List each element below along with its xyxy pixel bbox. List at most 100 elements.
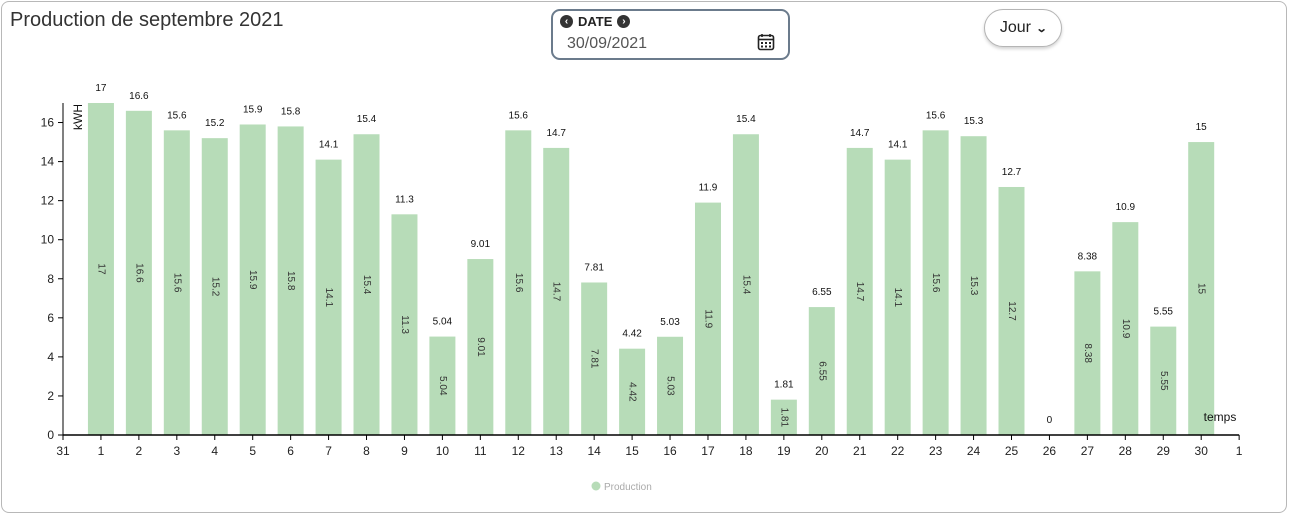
bar-top-label-25: 12.7 [1002, 167, 1022, 178]
y-axis-title: kWH [71, 104, 85, 130]
y-tick-label-12: 12 [41, 194, 55, 208]
bar-top-label-4: 15.2 [205, 118, 225, 129]
x-tick-label-20: 20 [815, 444, 829, 458]
date-label: DATE [578, 14, 613, 29]
x-tick-label-27: 27 [1081, 444, 1095, 458]
x-tick-label-7: 7 [325, 444, 332, 458]
period-select-value: Jour [999, 19, 1031, 36]
bar-20 [808, 307, 835, 435]
x-tick-label-5: 5 [249, 444, 256, 458]
bar-inner-label-14: 7.81 [589, 349, 600, 369]
bar-12 [505, 130, 532, 435]
bar-top-label-22: 14.1 [888, 140, 908, 151]
x-tick-label-6: 6 [287, 444, 294, 458]
bar-5 [239, 124, 266, 435]
bar-top-label-13: 14.7 [546, 128, 566, 139]
x-tick-label-19: 19 [777, 444, 791, 458]
bar-top-label-1: 17 [95, 83, 107, 94]
bar-15 [619, 348, 646, 435]
bar-19 [770, 399, 797, 435]
bar-21 [846, 147, 873, 435]
bar-inner-label-13: 14.7 [551, 282, 562, 302]
date-picker-header: ‹ DATE › [560, 14, 631, 29]
bar-inner-label-21: 14.7 [854, 282, 865, 302]
bar-top-label-24: 15.3 [964, 116, 984, 127]
calendar-icon[interactable] [757, 33, 775, 51]
x-tick-label-3: 3 [173, 444, 180, 458]
chevron-right-circle-icon[interactable]: › [617, 15, 631, 28]
bar-top-label-9: 11.3 [395, 194, 414, 205]
x-tick-label-23: 23 [929, 444, 943, 458]
x-tick-label-22: 22 [891, 444, 905, 458]
y-tick-label-10: 10 [41, 233, 55, 247]
bar-top-label-2: 16.6 [129, 91, 149, 102]
bar-inner-label-30: 15 [1196, 283, 1207, 295]
x-tick-label-21: 21 [853, 444, 867, 458]
bar-top-label-7: 14.1 [319, 140, 339, 151]
bar-inner-label-5: 15.9 [247, 270, 258, 290]
x-tick-label-11: 11 [474, 444, 487, 458]
y-tick-label-6: 6 [47, 311, 54, 325]
bar-top-label-8: 15.4 [357, 114, 377, 125]
date-picker: ‹ DATE › [551, 9, 790, 60]
bar-inner-label-22: 14.1 [892, 288, 903, 308]
x-tick-label-31: 1 [1236, 444, 1243, 458]
chevron-left-circle-icon[interactable]: ‹ [560, 15, 573, 28]
x-tick-label-0: 31 [56, 444, 70, 458]
bar-2 [125, 110, 152, 435]
bar-top-label-12: 15.6 [509, 110, 529, 121]
bar-1 [87, 103, 114, 435]
bar-inner-label-29: 5.55 [1158, 371, 1169, 391]
bar-23 [922, 130, 949, 435]
bar-top-label-6: 15.8 [281, 106, 301, 117]
bar-top-label-15: 4.42 [622, 329, 642, 340]
page-title: Production de septembre 2021 [10, 9, 284, 31]
bar-22 [884, 159, 911, 435]
bar-18 [732, 134, 759, 435]
x-tick-label-24: 24 [967, 444, 981, 458]
bar-inner-label-4: 15.2 [209, 277, 220, 297]
bar-inner-label-7: 14.1 [323, 288, 334, 308]
x-tick-label-14: 14 [587, 444, 601, 458]
bar-inner-label-9: 11.3 [399, 315, 410, 334]
bar-top-label-20: 6.55 [812, 287, 832, 298]
x-tick-label-9: 9 [401, 444, 408, 458]
bar-top-label-14: 7.81 [584, 262, 604, 273]
x-tick-label-17: 17 [701, 444, 715, 458]
bar-13 [543, 147, 570, 435]
bar-top-label-28: 10.9 [1116, 202, 1136, 213]
bar-25 [998, 186, 1025, 435]
bar-4 [201, 138, 228, 435]
bar-inner-label-1: 17 [95, 263, 106, 275]
bar-top-label-19: 1.81 [774, 380, 794, 391]
x-tick-label-30: 30 [1195, 444, 1209, 458]
date-input[interactable] [567, 34, 747, 54]
bar-inner-label-28: 10.9 [1120, 319, 1131, 339]
period-select-button[interactable]: Jour ⌄ [984, 9, 1062, 47]
legend-label: Production [604, 482, 652, 493]
bar-inner-label-11: 9.01 [475, 337, 486, 357]
bar-top-label-21: 14.7 [850, 128, 870, 139]
bar-24 [960, 136, 987, 435]
x-tick-label-4: 4 [211, 444, 218, 458]
bar-7 [315, 159, 342, 435]
x-tick-label-18: 18 [739, 444, 753, 458]
x-tick-label-2: 2 [136, 444, 143, 458]
y-tick-label-16: 16 [41, 116, 55, 130]
bar-inner-label-16: 5.03 [665, 376, 676, 396]
bar-inner-label-24: 15.3 [968, 276, 979, 296]
bar-inner-label-2: 16.6 [133, 263, 144, 283]
x-axis-title: temps [1204, 410, 1237, 424]
bar-27 [1074, 271, 1101, 435]
bar-28 [1112, 222, 1139, 435]
bar-top-label-10: 5.04 [433, 317, 453, 328]
bar-top-label-27: 8.38 [1078, 251, 1098, 262]
x-tick-label-8: 8 [363, 444, 370, 458]
bar-inner-label-12: 15.6 [513, 273, 524, 293]
x-tick-label-25: 25 [1005, 444, 1019, 458]
bar-top-label-29: 5.55 [1154, 307, 1174, 318]
bar-inner-label-25: 12.7 [1006, 301, 1017, 321]
bar-top-label-18: 15.4 [736, 114, 756, 125]
bar-inner-label-19: 1.81 [778, 408, 789, 428]
